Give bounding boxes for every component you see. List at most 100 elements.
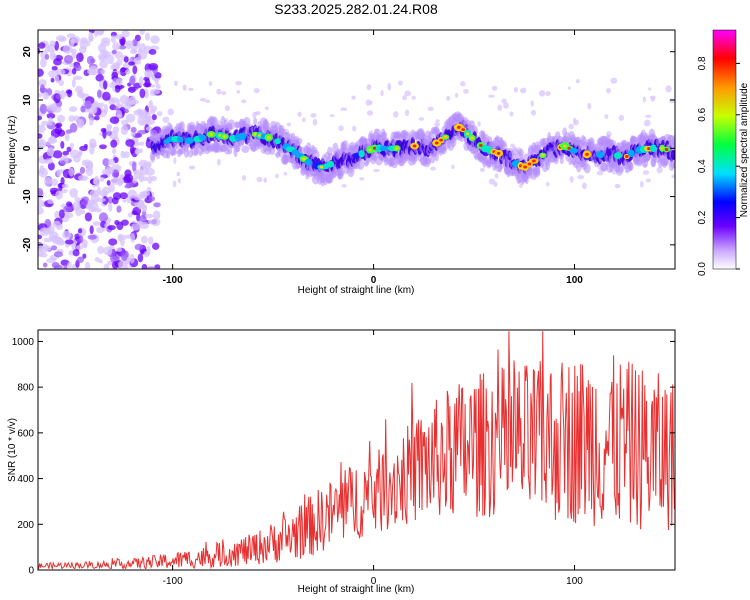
spectrogram-noise-cell xyxy=(80,199,88,206)
spectrogram-noise-cell xyxy=(148,236,154,245)
spectrogram-noise-cell xyxy=(67,261,72,269)
spectrogram-noise-cell xyxy=(74,196,80,202)
spectrogram-peak-cell xyxy=(319,165,324,169)
spectrogram-faint-cell xyxy=(329,114,335,118)
spectrogram-faint-cell xyxy=(446,95,451,101)
spectrogram-noise-cell xyxy=(123,108,129,114)
spectrogram-noise-cell xyxy=(132,206,142,216)
spectrogram-noise-cell xyxy=(38,206,44,215)
spectrogram-peak-cell xyxy=(532,159,536,163)
spectrogram-noise-cell xyxy=(59,90,66,100)
spectrogram-faint-cell xyxy=(665,85,672,93)
spectrogram-noise-cell xyxy=(51,65,58,71)
spectrogram-noise-cell xyxy=(52,220,61,228)
spectrogram-peak-cell xyxy=(479,144,483,148)
spectrogram-faint-cell xyxy=(491,85,498,91)
spectrogram-faint-cell xyxy=(340,107,348,111)
spectrogram-noise-cell xyxy=(38,79,47,88)
spectrogram-faint-cell xyxy=(418,117,425,121)
spectrogram-faint-cell xyxy=(581,182,587,190)
spectrogram-faint-cell xyxy=(397,80,404,86)
spectrogram-noise-cell xyxy=(148,100,154,109)
spectrogram-noise-cell xyxy=(38,188,44,197)
spectrogram-noise-cell xyxy=(109,116,120,124)
spectrogram-y-tick-label: 0 xyxy=(22,145,33,151)
spectrogram-noise-cell xyxy=(79,166,86,174)
spectrogram-halo-cell xyxy=(179,121,185,131)
spectrogram-noise-cell xyxy=(66,201,73,207)
spectrogram-noise-cell xyxy=(106,180,111,186)
spectrogram-faint-cell xyxy=(188,165,196,170)
spectrogram-noise-cell xyxy=(120,125,129,136)
spectrogram-faint-cell xyxy=(256,176,263,183)
spectrogram-noise-cell xyxy=(102,91,111,101)
spectrogram-halo-cell xyxy=(545,160,551,171)
spectrogram-noise-cell xyxy=(118,260,127,269)
spectrogram-noise-cell xyxy=(103,263,110,269)
spectrogram-noise-cell xyxy=(78,175,85,181)
spectrogram-noise-cell xyxy=(57,129,66,137)
spectrogram-noise-cell xyxy=(130,126,137,133)
spectrogram-noise-cell xyxy=(99,60,108,69)
spectrogram-noise-cell xyxy=(144,213,154,219)
spectrogram-faint-cell xyxy=(569,176,574,183)
colorbar-tick-label: 0.8 xyxy=(697,56,708,70)
spectrogram-peak-cell xyxy=(585,152,589,156)
spectrogram-faint-cell xyxy=(208,81,213,86)
spectrogram-noise-cell xyxy=(99,176,105,182)
spectrogram-faint-cell xyxy=(427,106,434,111)
spectrogram-bright-cell xyxy=(596,151,605,159)
spectrogram-faint-cell xyxy=(649,95,656,100)
spectrogram-noise-cell xyxy=(128,61,136,66)
spectrogram-halo-cell xyxy=(295,137,303,145)
colorbar-tick-label: 0.2 xyxy=(697,210,708,224)
spectrogram-faint-cell xyxy=(301,117,306,122)
spectrogram-noise-cell xyxy=(141,263,148,269)
spectrogram-noise-cell xyxy=(151,114,157,121)
spectrogram-noise-cell xyxy=(71,51,77,59)
spectrogram-faint-cell xyxy=(642,96,647,103)
spectrogram-noise-cell xyxy=(111,261,119,269)
spectrogram-noise-cell xyxy=(92,221,101,226)
spectrogram-noise-cell xyxy=(95,74,104,82)
spectrogram-noise-cell xyxy=(132,65,138,75)
spectrogram-y-tick-label: -20 xyxy=(22,237,33,252)
spectrogram-noise-cell xyxy=(84,100,92,110)
spectrogram-noise-cell xyxy=(38,42,46,49)
spectrogram-noise-cell xyxy=(38,234,43,240)
spectrogram-faint-cell xyxy=(221,91,227,96)
spectrogram-noise-cell xyxy=(108,238,118,246)
spectrogram-faint-cell xyxy=(648,87,652,91)
spectrogram-faint-cell xyxy=(645,178,651,183)
spectrogram-peak-cell xyxy=(647,147,651,151)
spectrogram-noise-cell xyxy=(136,108,143,116)
spectrogram-noise-cell xyxy=(78,89,84,99)
spectrogram-noise-cell xyxy=(89,142,97,149)
spectrogram-peak-cell xyxy=(456,125,461,129)
spectrogram-noise-cell xyxy=(38,133,43,139)
spectrogram-noise-cell xyxy=(44,43,50,54)
colorbar-label: Normalized spectral amplitude xyxy=(739,82,750,217)
spectrogram-noise-cell xyxy=(69,123,78,133)
spectrogram-halo-cell xyxy=(441,141,449,151)
spectrogram-noise-cell xyxy=(148,195,155,202)
spectrogram-noise-cell xyxy=(103,104,108,114)
spectrogram-bright-cell xyxy=(627,149,635,157)
spectrogram-noise-cell xyxy=(139,30,145,36)
spectrogram-faint-cell xyxy=(205,99,211,103)
spectrogram-noise-cell xyxy=(108,202,113,212)
spectrogram-faint-cell xyxy=(252,111,257,119)
spectrogram-noise-cell xyxy=(110,139,118,148)
spectrogram-noise-cell xyxy=(63,264,68,269)
snr-y-tick-label: 600 xyxy=(17,428,34,439)
spectrogram-noise-cell xyxy=(141,235,148,244)
spectrogram-noise-cell xyxy=(129,75,136,86)
spectrogram-noise-cell xyxy=(49,234,60,242)
spectrogram-faint-cell xyxy=(359,177,365,181)
spectrogram-faint-cell xyxy=(283,171,288,176)
spectrogram-noise-cell xyxy=(110,35,116,44)
spectrogram-faint-cell xyxy=(235,81,242,86)
spectrogram-noise-cell xyxy=(72,75,83,80)
